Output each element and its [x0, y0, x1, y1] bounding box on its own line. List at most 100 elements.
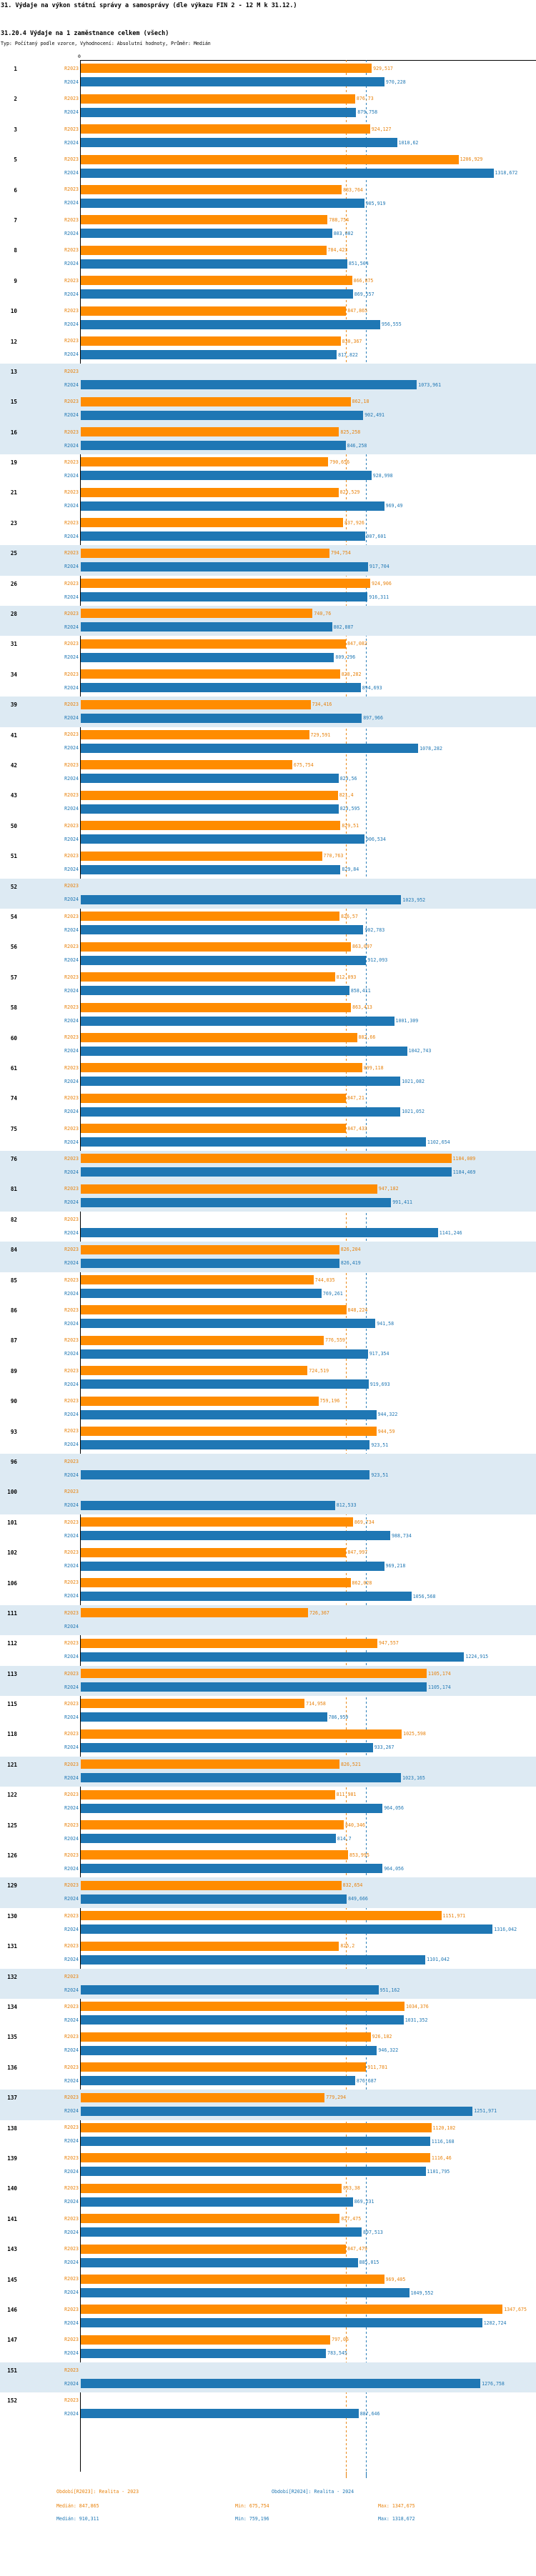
bar-2024 [81, 1712, 327, 1722]
series-label-2023: R2023 [64, 762, 79, 768]
bar-2023 [81, 972, 335, 982]
bar-row-2023: R2023 825,2 [0, 1941, 536, 1952]
min-label-2024: Min: 759,196 [235, 2516, 269, 2522]
series-label-2024: R2024 [64, 2350, 79, 2357]
bar-row-2023: R2023 790,656 [0, 456, 536, 467]
series-label-2023: R2023 [64, 1670, 79, 1677]
bar-row-2023: R2023 [0, 1971, 536, 1982]
bar-row-2023: R2023 847,997 [0, 1547, 536, 1558]
series-label-2024: R2024 [64, 1260, 79, 1267]
bar-value-label-2023: 1151,971 [442, 1912, 466, 1919]
bar-2024 [81, 1470, 370, 1480]
chart-row-group: 12 R2023 830,367 R2024 817,822 [0, 334, 536, 364]
row-index-label: 23 [10, 519, 17, 526]
chart-row-group: 113 R2023 1105,174 R2024 1105,174 [0, 1665, 536, 1697]
row-index-label: 39 [10, 702, 17, 709]
bar-row-2024: R2024 923,51 [0, 1439, 536, 1450]
series-label-2024: R2024 [64, 472, 79, 479]
series-label-2024: R2024 [64, 2168, 79, 2175]
bar-2024 [81, 2318, 482, 2328]
bar-row-2024: R2024 905,919 [0, 198, 536, 209]
bar-2024 [81, 2045, 377, 2055]
row-index-label: 21 [10, 489, 17, 496]
bar-2024 [81, 592, 368, 602]
bar-row-2023: R2023 899,118 [0, 1062, 536, 1073]
bar-value-label-2024: 1021,052 [402, 1109, 425, 1115]
series-label-2024: R2024 [64, 139, 79, 146]
bar-row-2024: R2024 969,218 [0, 1561, 536, 1572]
bar-2023 [81, 1608, 309, 1618]
row-index-label: 84 [10, 1247, 17, 1254]
bar-2024 [81, 743, 419, 753]
bar-value-label-2023: 863,413 [352, 1004, 372, 1011]
bar-value-label-2023: 947,182 [378, 1186, 399, 1192]
series-label-2023: R2023 [64, 853, 79, 859]
series-label-2023: R2023 [64, 2306, 79, 2312]
series-label-2024: R2024 [64, 2290, 79, 2296]
bar-2023 [81, 1184, 377, 1194]
bar-row-2024: R2024 [0, 1621, 536, 1632]
row-index-label: 74 [10, 1095, 17, 1102]
bar-row-2024: R2024 1318,672 [0, 168, 536, 179]
series-label-2024: R2024 [64, 1412, 79, 1418]
bar-value-label-2023: 853,995 [349, 1852, 369, 1859]
bar-value-label-2024: 803,002 [333, 230, 354, 236]
chart-row-group: 130 R2023 1151,971 R2024 1316,042 [0, 1908, 536, 1938]
bar-value-label-2023: 826,204 [340, 1247, 361, 1253]
legend-item-2023: Období[R2023]: Realita - 2023 [56, 2489, 139, 2495]
bar-value-label-2024: 902,783 [364, 927, 385, 933]
series-label-2023: R2023 [64, 610, 79, 616]
bar-2024 [81, 1682, 427, 1692]
bar-2023 [81, 1577, 351, 1587]
bar-2024 [81, 683, 361, 693]
bar-row-2023: R2023 840,346 [0, 1819, 536, 1830]
series-label-2024: R2024 [64, 1744, 79, 1751]
chart-row-group: 21 R2023 823,529 R2024 969,49 [0, 484, 536, 514]
bar-value-label-2023: 829,51 [342, 822, 359, 829]
bar-value-label-2024: 887,646 [359, 2411, 380, 2417]
series-label-2024: R2024 [64, 684, 79, 691]
bar-row-2024: R2024 1049,552 [0, 2287, 536, 2298]
row-index-label: 132 [7, 1973, 17, 1980]
row-index-label: 12 [10, 338, 17, 345]
bar-row-2023: R2023 788,754 [0, 214, 536, 225]
row-index-label: 7 [14, 216, 17, 224]
bar-value-label-2023: 862,028 [352, 1579, 372, 1586]
series-label-2023: R2023 [64, 247, 79, 254]
series-label-2023: R2023 [64, 944, 79, 950]
bar-2023 [81, 942, 351, 952]
row-index-label: 75 [10, 1125, 17, 1132]
bar-row-2023: R2023 797,06 [0, 2335, 536, 2345]
bar-2024 [81, 1985, 379, 1995]
row-index-label: 82 [10, 1216, 17, 1223]
chart-row-group: 41 R2023 729,591 R2024 1078,282 [0, 727, 536, 757]
bar-row-2023: R2023 1025,598 [0, 1729, 536, 1739]
bar-value-label-2024: 1073,961 [418, 381, 442, 388]
bar-2024 [81, 622, 332, 632]
bar-row-2023: R2023 863,097 [0, 942, 536, 952]
bar-2024 [81, 1349, 368, 1359]
bar-value-label-2024: 969,218 [385, 1563, 406, 1569]
bar-row-2023: R2023 [0, 2365, 536, 2375]
bar-row-2023: R2023 911,781 [0, 2062, 536, 2072]
row-index-label: 6 [14, 186, 17, 194]
series-label-2024: R2024 [64, 2138, 79, 2145]
bar-value-label-2024: 1001,309 [395, 1018, 419, 1024]
row-index-label: 122 [7, 1792, 17, 1799]
series-label-2024: R2024 [64, 2108, 79, 2115]
series-label-2023: R2023 [64, 2155, 79, 2161]
bar-value-label-2024: 1023,165 [402, 1774, 425, 1781]
bar-row-2023: R2023 675,754 [0, 759, 536, 770]
chart-row-group: 87 R2023 776,559 R2024 917,354 [0, 1332, 536, 1362]
bar-value-label-2023: 837,926 [344, 519, 364, 526]
bar-row-2024: R2024 928,998 [0, 470, 536, 481]
chart-row-group: 26 R2023 924,906 R2024 916,311 [0, 576, 536, 606]
series-label-2023: R2023 [64, 1095, 79, 1102]
bar-row-2023: R2023 828,282 [0, 669, 536, 679]
bar-row-2024: R2024 849,666 [0, 1894, 536, 1904]
row-index-label: 50 [10, 822, 17, 829]
series-label-2024: R2024 [64, 1139, 79, 1145]
bar-row-2023: R2023 833,38 [0, 2183, 536, 2194]
series-label-2024: R2024 [64, 1320, 79, 1327]
series-label-2024: R2024 [64, 1835, 79, 1842]
